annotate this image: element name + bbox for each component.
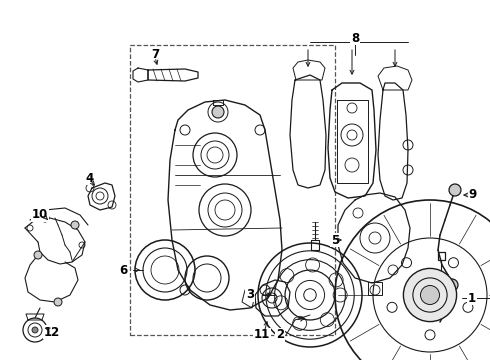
Circle shape: [34, 251, 42, 259]
Text: 11: 11: [254, 328, 270, 342]
Circle shape: [71, 221, 79, 229]
Text: 9: 9: [468, 189, 476, 202]
Text: 12: 12: [44, 325, 60, 338]
Text: 3: 3: [246, 288, 254, 302]
Circle shape: [446, 279, 458, 291]
Circle shape: [449, 184, 461, 196]
Text: 10: 10: [32, 208, 48, 221]
Circle shape: [41, 214, 49, 222]
Circle shape: [212, 106, 224, 118]
Circle shape: [54, 298, 62, 306]
Text: 6: 6: [119, 264, 127, 276]
Text: 4: 4: [86, 171, 94, 184]
Circle shape: [32, 327, 38, 333]
Circle shape: [420, 285, 440, 305]
Circle shape: [403, 269, 457, 321]
Text: 5: 5: [331, 234, 339, 247]
Text: 8: 8: [351, 31, 359, 45]
Text: 2: 2: [276, 328, 284, 342]
Bar: [130, 45, 335, 335]
Text: 7: 7: [151, 49, 159, 62]
Text: 1: 1: [468, 292, 476, 305]
